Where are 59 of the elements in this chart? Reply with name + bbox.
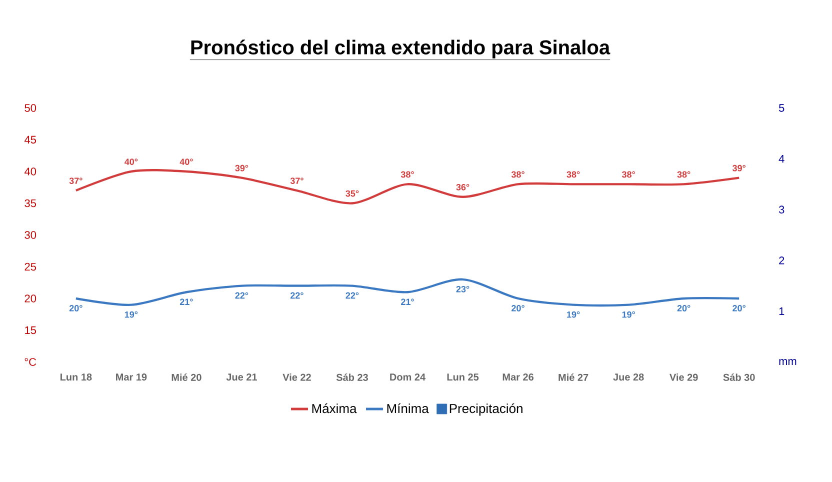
y-tick-label: 45 [24, 136, 36, 144]
data-label: 37° [290, 178, 304, 184]
y-tick-label: 50 [24, 104, 36, 112]
chart-title: Pronóstico del clima extendido para Sinaloa [191, 40, 610, 58]
x-tick-label: Jue 21 [226, 374, 257, 381]
x-tick-label: Mar 19 [116, 374, 147, 381]
data-label: 23° [456, 286, 470, 292]
data-label: 22° [290, 292, 304, 299]
data-label: 39° [235, 164, 248, 172]
data-label: 19° [124, 311, 138, 318]
x-tick-label: Vie 22 [282, 374, 311, 381]
x-tick-label: Lun 18 [60, 374, 92, 381]
data-label: 35° [346, 190, 359, 197]
y2-tick-label: 5 [778, 104, 784, 112]
data-label: 20° [732, 305, 746, 312]
y2-tick-label: 2 [779, 256, 784, 264]
data-label: 38° [566, 171, 580, 178]
data-label: 36° [456, 184, 470, 190]
legend-label: Precipitación [450, 403, 522, 416]
data-label: 39° [732, 164, 746, 172]
y-tick-label: 15 [25, 326, 36, 334]
x-tick-label: Sáb 23 [336, 374, 368, 381]
y2-tick-label: 3 [778, 206, 784, 214]
data-label: 20° [677, 305, 690, 312]
legend-label: Mínima [387, 403, 429, 414]
x-tick-label: Mié 27 [558, 374, 588, 381]
y-tick-label: 25 [24, 262, 36, 271]
x-tick-label: Mar 26 [502, 374, 534, 381]
data-label: 38° [677, 171, 690, 178]
x-tick-label: Lun 25 [447, 374, 479, 381]
data-label: 19° [622, 311, 635, 318]
data-label: 21° [180, 298, 193, 305]
y2-tick-label: 1 [779, 307, 784, 315]
data-label: 40° [180, 158, 193, 165]
y-tick-label: 20 [24, 294, 36, 302]
x-tick-label: Jue 28 [613, 374, 644, 381]
y-tick-label: 35 [24, 199, 36, 208]
y-tick-label: °C [24, 358, 36, 366]
data-label: 19° [567, 311, 580, 318]
line-series [74, 278, 740, 307]
data-label: 22° [346, 292, 359, 299]
data-label: 40° [124, 158, 138, 165]
y2-tick-label: mm [779, 359, 796, 365]
x-tick-label: Vie 29 [670, 374, 698, 381]
y-tick-label: 40 [24, 168, 36, 176]
data-label: 21° [401, 298, 414, 305]
y2-tick-label: 4 [778, 155, 784, 163]
data-label: 20° [69, 305, 82, 312]
x-tick-label: Mié 20 [172, 374, 202, 381]
data-label: 22° [235, 292, 248, 299]
data-label: 20° [512, 305, 524, 312]
x-tick-label: Dom 24 [390, 374, 426, 381]
data-label: 38° [400, 171, 414, 178]
data-label: 38° [511, 171, 524, 178]
y-tick-label: 30 [24, 231, 36, 239]
data-label: 38° [622, 171, 635, 178]
x-tick-label: Sáb 30 [723, 374, 755, 381]
legend-label: Máxima [312, 403, 357, 414]
data-label: 37° [69, 178, 82, 184]
